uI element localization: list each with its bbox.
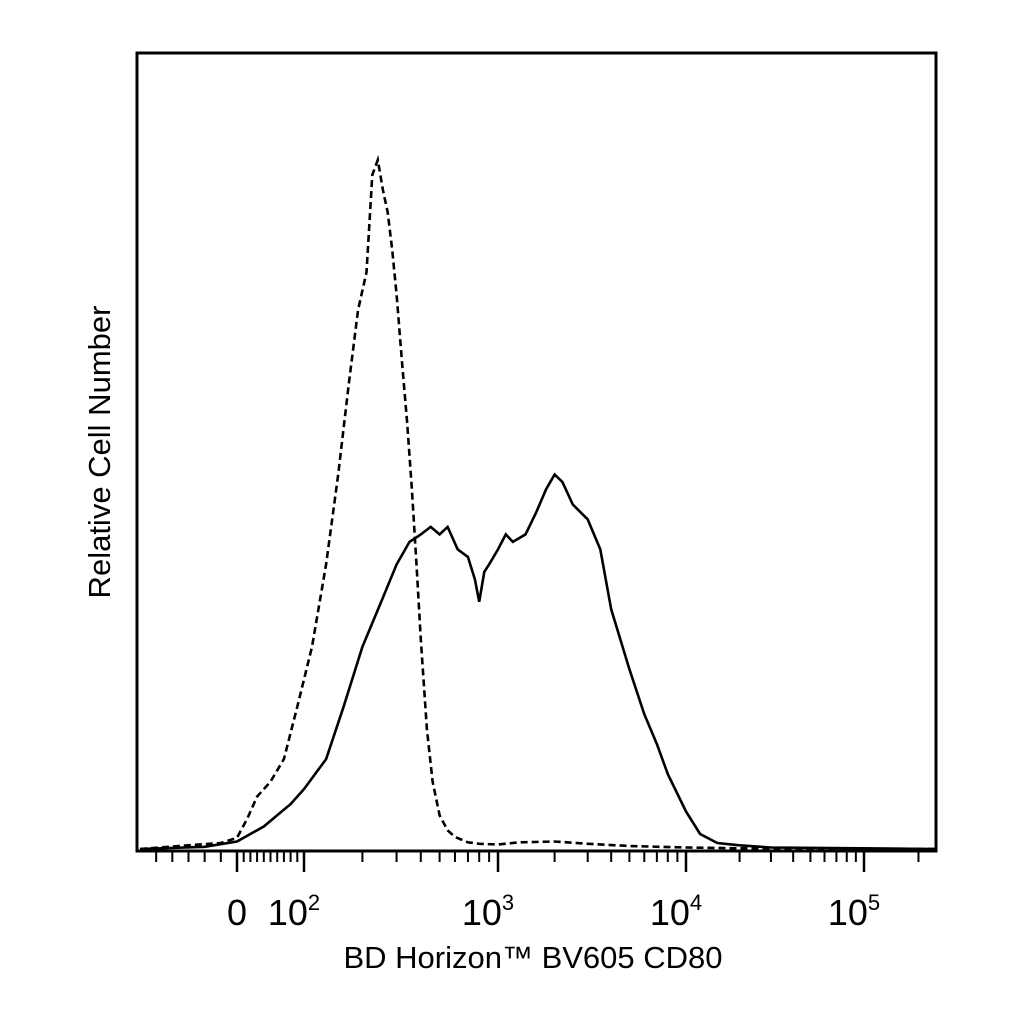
plot-frame <box>135 51 938 853</box>
x-tick-exponent: 5 <box>868 890 880 915</box>
x-tick-exponent: 4 <box>690 890 702 915</box>
x-tick-label: 104 <box>650 890 702 933</box>
y-axis-label: Relative Cell Number <box>82 306 117 599</box>
x-tick-label: 0 <box>227 892 247 933</box>
x-axis-minor-ticks <box>155 851 920 862</box>
x-tick-label: 105 <box>828 890 880 933</box>
x-tick-exponent: 3 <box>502 890 514 915</box>
x-tick-label: 103 <box>462 890 514 933</box>
x-axis-label: BD Horizon™ BV605 CD80 <box>343 940 722 975</box>
x-tick-exponent: 2 <box>308 890 320 915</box>
x-axis-tick-labels: 0 102 103 104 105 <box>227 890 880 933</box>
x-tick-label: 102 <box>268 890 320 933</box>
solid-histogram-series <box>139 472 937 851</box>
x-axis-major-ticks <box>235 851 866 872</box>
dashed-histogram-series <box>139 154 937 851</box>
